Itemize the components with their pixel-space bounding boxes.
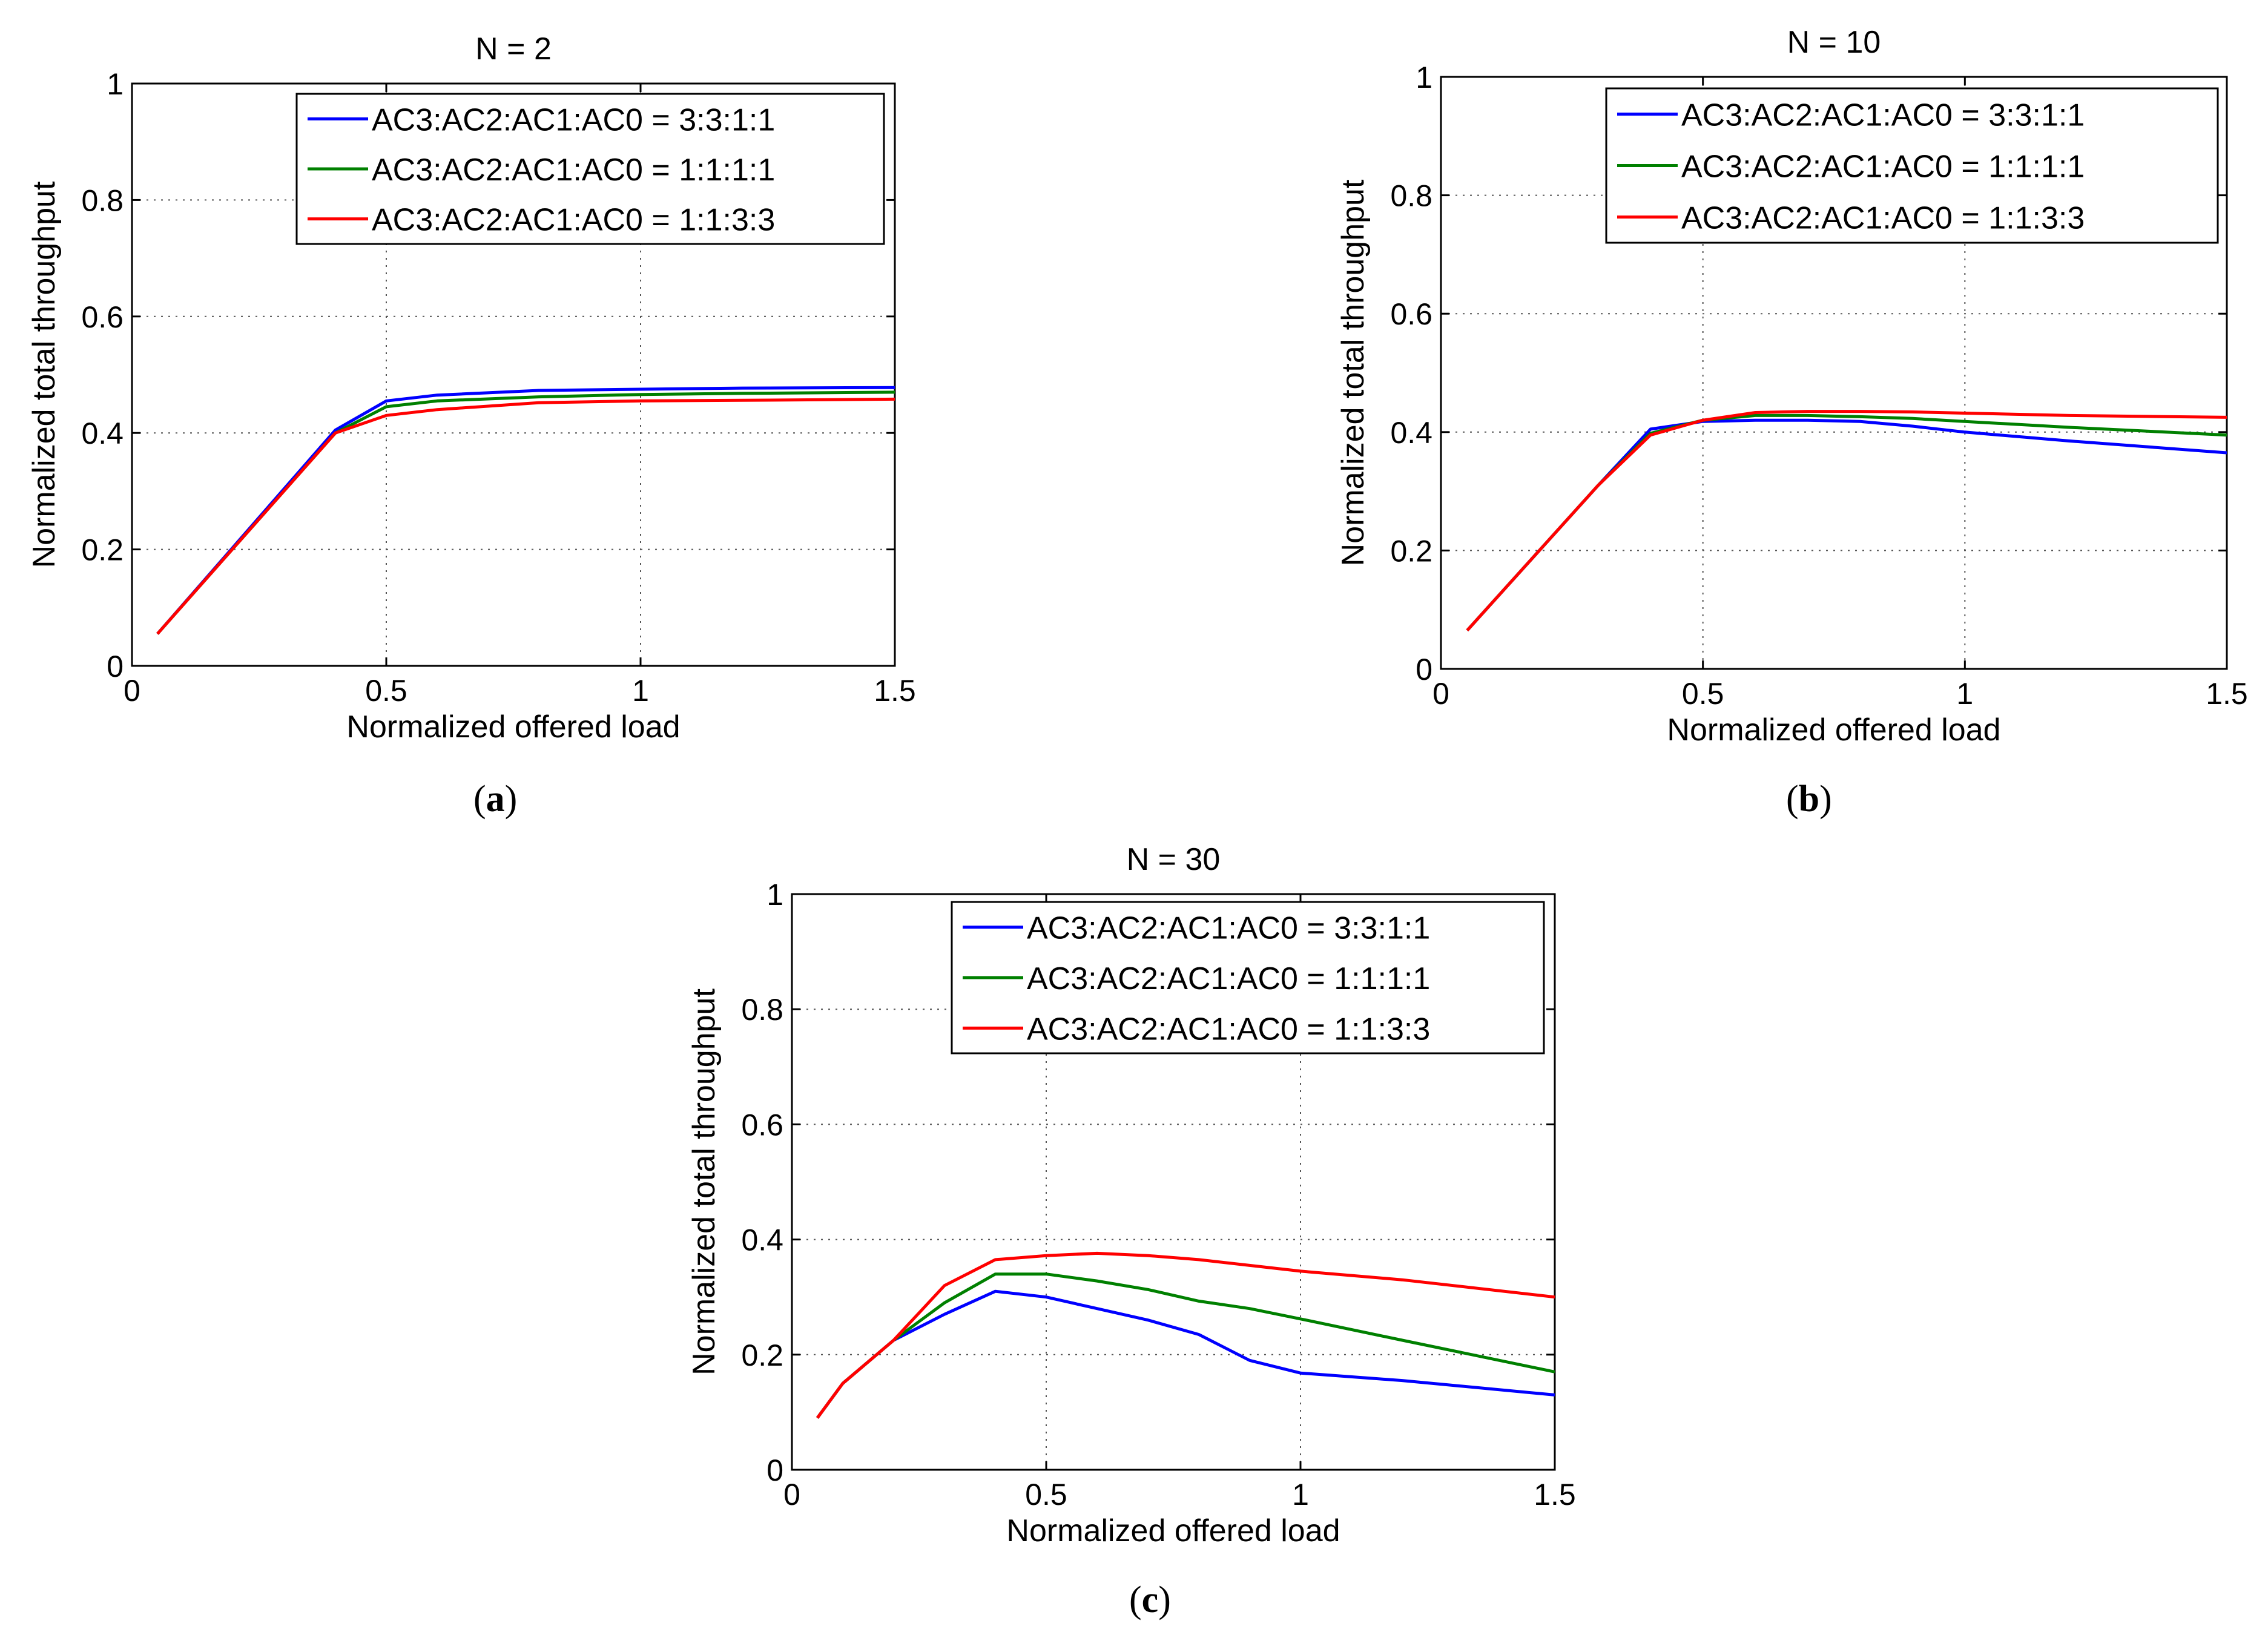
panel-label-c-letter: c bbox=[1141, 1579, 1159, 1620]
x-tick-label: 1 bbox=[1956, 677, 1973, 711]
y-tick-label: 0.6 bbox=[741, 1108, 783, 1142]
legend: AC3:AC2:AC1:AC0 = 3:3:1:1 AC3:AC2:AC1:AC0… bbox=[295, 93, 885, 245]
y-tick-label: 0.2 bbox=[81, 533, 124, 567]
y-axis-label: Normalized total throughput bbox=[687, 989, 722, 1375]
y-tick-label: 0.2 bbox=[741, 1338, 783, 1372]
x-tick-label: 0.5 bbox=[365, 674, 407, 708]
y-tick-label: 0 bbox=[1416, 653, 1432, 686]
series-line-1 bbox=[1466, 418, 2227, 632]
panel-label-b: (b) bbox=[1786, 778, 1832, 820]
panel-label-a-letter: a bbox=[486, 778, 505, 820]
legend-entry-1: AC3:AC2:AC1:AC0 = 3:3:1:1 bbox=[1681, 98, 2085, 133]
series-line-3 bbox=[156, 397, 895, 635]
legend-entry-2: AC3:AC2:AC1:AC0 = 1:1:1:1 bbox=[1027, 961, 1430, 996]
x-axis-label: Normalized offered load bbox=[346, 709, 680, 745]
series-line-2 bbox=[1466, 413, 2227, 632]
series-line-3 bbox=[1466, 410, 2227, 632]
x-tick-label: 0.5 bbox=[1025, 1478, 1067, 1512]
legend: AC3:AC2:AC1:AC0 = 3:3:1:1 AC3:AC2:AC1:AC0… bbox=[1605, 87, 2219, 244]
legend-box bbox=[295, 93, 885, 245]
series-line-2 bbox=[816, 1272, 1555, 1419]
legend-entry-1: AC3:AC2:AC1:AC0 = 3:3:1:1 bbox=[1027, 911, 1430, 946]
chart-title: N = 2 bbox=[475, 31, 552, 67]
y-tick-label: 0.8 bbox=[81, 183, 124, 217]
chart-title: N = 10 bbox=[1787, 25, 1881, 60]
series-line-1 bbox=[156, 386, 895, 635]
y-axis-label: Normalized total throughput bbox=[1336, 179, 1371, 566]
chart-title: N = 30 bbox=[1127, 842, 1221, 877]
y-tick-label: 0.2 bbox=[1390, 534, 1432, 568]
y-tick-label: 0.4 bbox=[1390, 416, 1432, 450]
chart-a: 0 0.5 1 1.5 0 0.2 0.4 0.6 0.8 1 N = 2 Normalized of… bbox=[27, 31, 916, 745]
y-tick-label: 0.8 bbox=[1390, 179, 1432, 213]
x-tick-label: 1.5 bbox=[2206, 677, 2248, 711]
y-tick-label: 1 bbox=[107, 67, 124, 101]
series-line-2 bbox=[156, 390, 895, 635]
plot-area-frame bbox=[131, 82, 896, 667]
legend-entry-3: AC3:AC2:AC1:AC0 = 1:1:3:3 bbox=[1681, 201, 2085, 236]
y-tick-label: 0.8 bbox=[741, 993, 783, 1027]
series-line-3 bbox=[816, 1251, 1555, 1419]
chart-b: 0 0.5 1 1.5 0 0.2 0.4 0.6 0.8 1 N = 10 Normalized o… bbox=[1336, 25, 2248, 748]
legend-entry-2: AC3:AC2:AC1:AC0 = 1:1:1:1 bbox=[372, 153, 775, 188]
y-tick-label: 0 bbox=[766, 1453, 783, 1487]
y-tick-label: 0 bbox=[107, 650, 124, 683]
x-tick-label: 1.5 bbox=[874, 674, 916, 708]
x-tick-label: 0 bbox=[783, 1478, 800, 1512]
y-tick-label: 0.4 bbox=[741, 1223, 783, 1257]
x-axis-label: Normalized offered load bbox=[1667, 712, 2000, 748]
legend-entry-2: AC3:AC2:AC1:AC0 = 1:1:1:1 bbox=[1681, 150, 2085, 185]
x-tick-label: 0.5 bbox=[1682, 677, 1724, 711]
plot-area-frame bbox=[791, 893, 1556, 1471]
y-tick-label: 1 bbox=[766, 878, 783, 912]
y-tick-label: 0.4 bbox=[81, 416, 124, 450]
x-tick-label: 1 bbox=[632, 674, 649, 708]
panel-label-a: (a) bbox=[473, 778, 518, 820]
plot-area-frame bbox=[1440, 76, 2228, 670]
legend-box bbox=[1605, 87, 2219, 244]
legend: AC3:AC2:AC1:AC0 = 3:3:1:1 AC3:AC2:AC1:AC0… bbox=[951, 901, 1545, 1055]
legend-entry-3: AC3:AC2:AC1:AC0 = 1:1:3:3 bbox=[1027, 1012, 1430, 1047]
panel-label-b-letter: b bbox=[1798, 778, 1820, 820]
y-tick-label: 1 bbox=[1416, 61, 1432, 94]
panel-label-c: (c) bbox=[1129, 1579, 1171, 1620]
chart-c: 0 0.5 1 1.5 0 0.2 0.4 0.6 0.8 1 N = 30 Normalized o… bbox=[687, 842, 1576, 1548]
x-axis-label: Normalized offered load bbox=[1006, 1513, 1340, 1548]
y-tick-label: 0.6 bbox=[1390, 297, 1432, 331]
x-tick-label: 0 bbox=[1432, 677, 1449, 711]
legend-box bbox=[951, 901, 1545, 1055]
x-tick-label: 0 bbox=[124, 674, 140, 708]
y-axis-label: Normalized total throughput bbox=[27, 181, 62, 568]
x-tick-label: 1.5 bbox=[1534, 1478, 1576, 1512]
y-tick-label: 0.6 bbox=[81, 300, 124, 334]
x-tick-label: 1 bbox=[1292, 1478, 1309, 1512]
legend-entry-1: AC3:AC2:AC1:AC0 = 3:3:1:1 bbox=[372, 102, 775, 137]
legend-entry-3: AC3:AC2:AC1:AC0 = 1:1:3:3 bbox=[372, 203, 775, 238]
